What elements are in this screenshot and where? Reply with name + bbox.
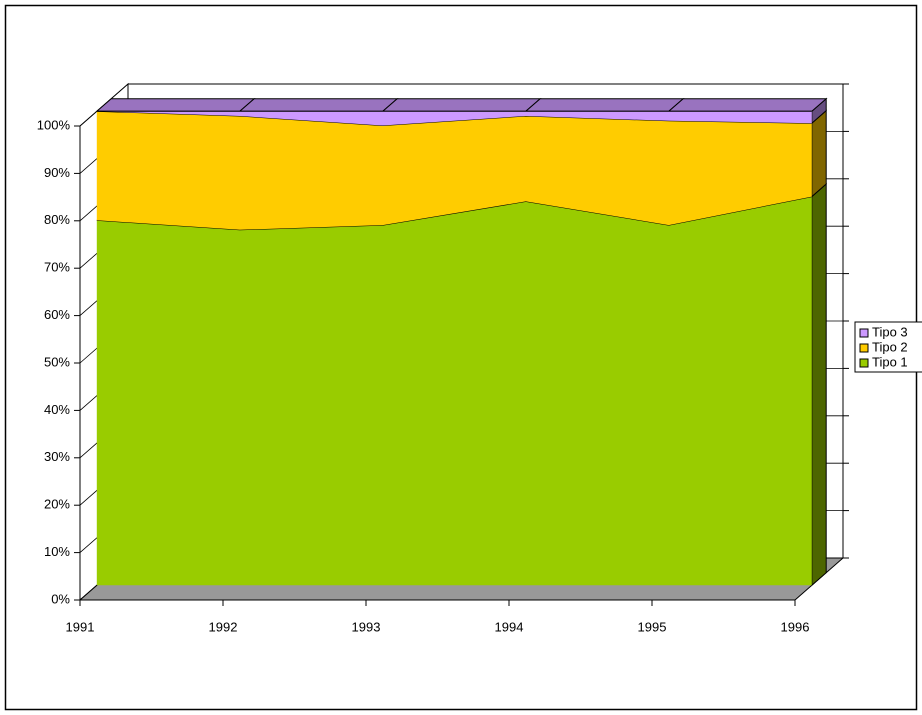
y-tick-label: 40% [44,402,70,417]
y-tick-label: 0% [51,591,70,606]
area-front [96,196,812,586]
grid-line [79,83,843,127]
x-tick-label: 1993 [352,619,381,634]
x-tick-label: 1995 [638,619,667,634]
area-top [524,98,685,112]
y-tick-label: 60% [44,307,70,322]
y-tick-label: 90% [44,165,70,180]
area-side [811,182,827,587]
x-tick-label: 1991 [66,619,95,634]
legend-label: Tipo 1 [872,354,908,369]
legend-swatch [859,358,869,368]
area-top [381,98,542,112]
legend-swatch [859,343,869,353]
area-front [96,111,812,230]
legend-label: Tipo 2 [872,339,908,354]
x-tick-label: 1996 [781,619,810,634]
area-top [667,98,828,112]
area-top [238,98,399,112]
y-tick-label: 100% [37,117,71,132]
area-side [811,109,827,198]
y-tick-label: 80% [44,212,70,227]
x-tick-label: 1992 [209,619,238,634]
y-tick-label: 70% [44,260,70,275]
y-tick-label: 20% [44,497,70,512]
x-tick-label: 1994 [495,619,524,634]
area-top [95,98,256,112]
area-front [96,111,812,126]
legend-label: Tipo 3 [872,324,908,339]
y-tick-label: 10% [44,544,70,559]
legend-swatch [859,328,869,338]
y-tick-label: 50% [44,354,70,369]
y-tick-label: 30% [44,449,70,464]
